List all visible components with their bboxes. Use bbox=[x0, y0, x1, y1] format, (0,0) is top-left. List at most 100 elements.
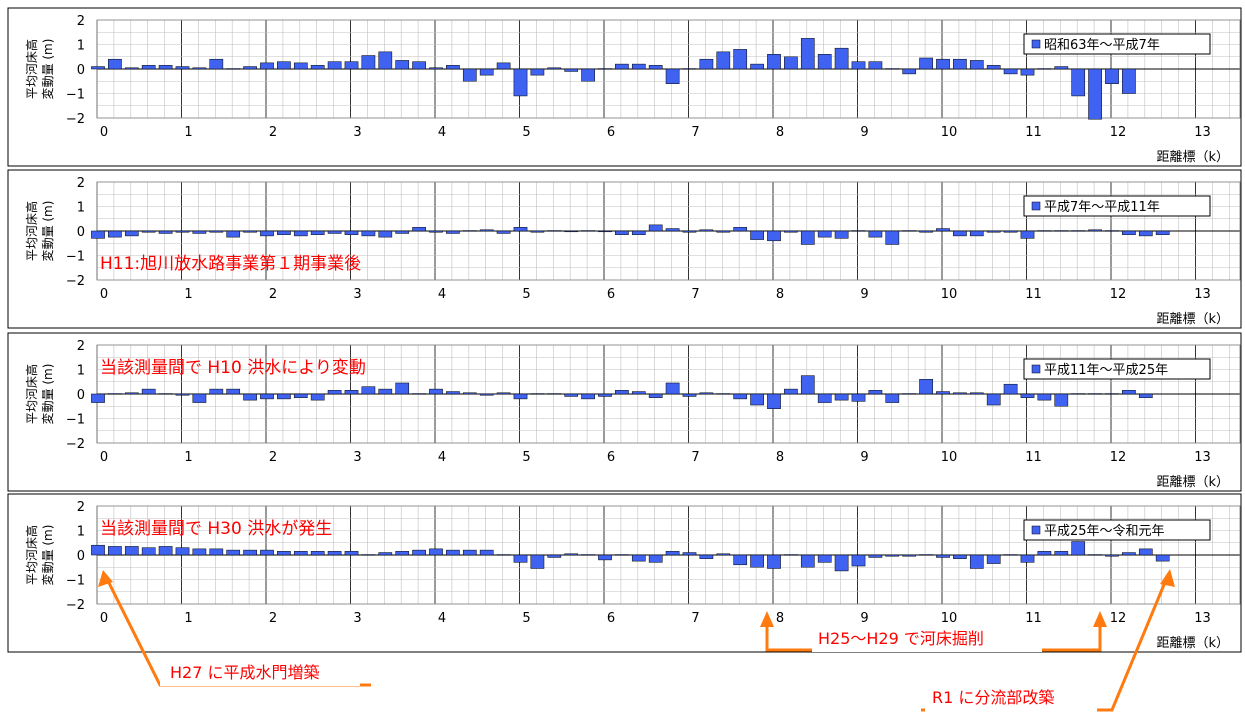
bar bbox=[953, 230, 967, 237]
bar bbox=[310, 551, 325, 556]
x-tick-label: 3 bbox=[353, 611, 361, 626]
bar bbox=[1088, 68, 1102, 120]
legend-box bbox=[1023, 195, 1211, 217]
bar bbox=[767, 230, 781, 242]
y-tick-label: −1 bbox=[66, 413, 85, 428]
bar bbox=[1122, 390, 1136, 395]
legend-swatch bbox=[1031, 364, 1041, 374]
bar bbox=[226, 230, 241, 238]
bar bbox=[1037, 551, 1052, 556]
x-tick-label: 12 bbox=[1110, 450, 1127, 465]
bar bbox=[682, 230, 697, 233]
bar bbox=[631, 391, 646, 395]
bar bbox=[699, 392, 714, 395]
bar bbox=[175, 66, 190, 70]
bar bbox=[834, 47, 849, 70]
bar bbox=[513, 554, 528, 563]
x-tick-label: 6 bbox=[607, 287, 615, 302]
bar bbox=[260, 393, 274, 400]
bar bbox=[851, 554, 866, 567]
y-axis-label: 平均河床高 bbox=[24, 525, 39, 585]
legend-label: 平成25年～令和元年 bbox=[1044, 524, 1165, 539]
bar bbox=[91, 230, 105, 239]
bar bbox=[615, 230, 629, 235]
bar bbox=[327, 230, 342, 234]
panel-note: 当該測量間で H30 洪水が発生 bbox=[100, 519, 332, 539]
bar bbox=[919, 554, 933, 556]
bar bbox=[530, 393, 545, 395]
bar bbox=[784, 554, 798, 556]
bar bbox=[429, 388, 443, 395]
bar bbox=[158, 65, 173, 70]
y-tick-label: 0 bbox=[77, 549, 85, 564]
annotation-h25: H25～H29 で河床掘削 bbox=[818, 629, 984, 648]
x-tick-label: 6 bbox=[607, 450, 615, 465]
bar bbox=[412, 549, 426, 556]
bar bbox=[665, 551, 680, 556]
bar bbox=[1105, 230, 1119, 232]
y-tick-label: 2 bbox=[77, 176, 85, 191]
panel-frame bbox=[7, 7, 1242, 167]
bar bbox=[395, 60, 410, 70]
y-axis-label: 平均河床高 bbox=[24, 364, 39, 424]
x-tick-label: 3 bbox=[353, 287, 361, 302]
bar bbox=[733, 49, 748, 70]
bar bbox=[1088, 554, 1102, 556]
x-tick-label: 3 bbox=[353, 450, 361, 465]
bar bbox=[91, 393, 105, 403]
bar bbox=[716, 230, 731, 233]
y-tick-label: 1 bbox=[77, 364, 85, 379]
bar bbox=[293, 230, 308, 237]
bar bbox=[395, 551, 410, 556]
x-tick-label: 7 bbox=[691, 450, 699, 465]
bar bbox=[1122, 552, 1136, 556]
bar bbox=[1122, 230, 1136, 235]
bar bbox=[936, 391, 950, 395]
x-tick-label: 7 bbox=[691, 611, 699, 626]
x-tick-label: 1 bbox=[184, 287, 192, 302]
x-tick-label: 13 bbox=[1194, 611, 1211, 626]
bar bbox=[716, 393, 731, 395]
bar bbox=[750, 63, 764, 70]
bar bbox=[209, 58, 224, 70]
x-tick-label: 8 bbox=[776, 450, 784, 465]
bar bbox=[784, 230, 798, 233]
x-tick-label: 11 bbox=[1025, 611, 1042, 626]
bar bbox=[750, 230, 764, 240]
bar bbox=[293, 62, 308, 70]
x-tick-label: 1 bbox=[184, 450, 192, 465]
x-tick-label: 6 bbox=[607, 611, 615, 626]
x-tick-label: 2 bbox=[269, 287, 277, 302]
bar bbox=[446, 230, 460, 234]
bar bbox=[243, 66, 257, 70]
bar bbox=[800, 38, 815, 70]
bar bbox=[868, 230, 883, 238]
bar bbox=[969, 230, 984, 237]
bar bbox=[1138, 548, 1153, 556]
panel-note: H11:旭川放水路事業第１期事業後 bbox=[100, 254, 361, 274]
bar bbox=[648, 224, 663, 232]
y-tick-label: 2 bbox=[77, 14, 85, 29]
bar bbox=[936, 58, 950, 70]
bar bbox=[851, 393, 866, 402]
x-tick-label: 2 bbox=[269, 125, 277, 140]
bar bbox=[108, 230, 122, 238]
annotation-r1-box bbox=[925, 682, 1097, 712]
x-tick-label: 0 bbox=[100, 450, 108, 465]
bar bbox=[277, 61, 291, 70]
legend: 昭和63年～平成7年 bbox=[1023, 33, 1211, 55]
bar bbox=[885, 554, 900, 557]
bar bbox=[902, 554, 917, 557]
x-tick-label: 11 bbox=[1025, 450, 1042, 465]
bar bbox=[108, 58, 122, 70]
y-tick-label: −2 bbox=[66, 598, 85, 613]
bar bbox=[986, 65, 1001, 70]
bar bbox=[885, 393, 900, 403]
annotation-h27: H27 に平成水門増築 bbox=[170, 663, 319, 682]
bar bbox=[496, 230, 511, 234]
bar bbox=[479, 549, 494, 556]
bar bbox=[530, 68, 545, 76]
legend: 平成25年～令和元年 bbox=[1023, 519, 1211, 541]
bar bbox=[733, 554, 748, 566]
bar bbox=[564, 393, 579, 397]
